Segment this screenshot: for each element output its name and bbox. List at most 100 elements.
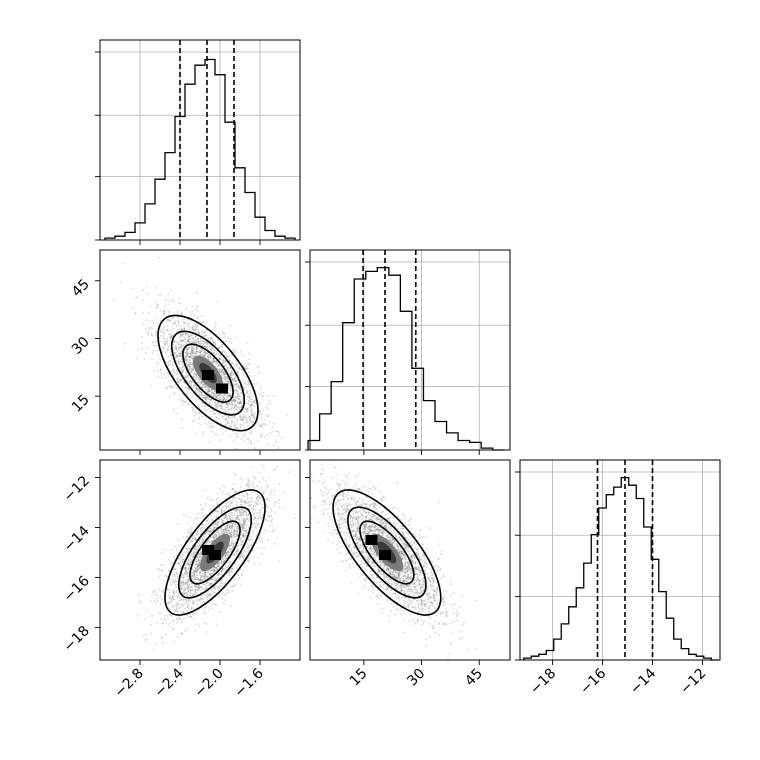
scatter-point xyxy=(227,393,230,395)
scatter-point xyxy=(229,395,232,397)
scatter-point xyxy=(178,352,181,355)
scatter-point xyxy=(189,532,191,535)
scatter-point xyxy=(228,571,230,574)
scatter-point xyxy=(230,403,232,406)
scatter-point xyxy=(233,512,236,514)
scatter-point xyxy=(224,411,227,414)
scatter-point xyxy=(171,575,174,578)
scatter-point xyxy=(200,503,202,506)
scatter-point xyxy=(224,554,227,556)
scatter-point xyxy=(188,579,190,581)
scatter-point xyxy=(194,325,196,328)
scatter-point xyxy=(167,319,170,321)
scatter-point xyxy=(188,355,191,358)
scatter-point xyxy=(191,333,194,336)
scatter-point xyxy=(194,588,197,591)
scatter-point xyxy=(227,406,230,408)
scatter-point xyxy=(202,355,205,358)
scatter-point xyxy=(187,561,190,564)
scatter-point xyxy=(172,598,175,600)
scatter-point xyxy=(233,398,236,401)
scatter-point xyxy=(241,526,243,529)
scatter-point xyxy=(225,417,228,420)
scatter-point xyxy=(182,335,184,338)
scatter-point xyxy=(248,538,251,541)
scatter-point xyxy=(227,422,230,425)
scatter-point xyxy=(228,571,230,573)
scatter-point xyxy=(181,360,184,363)
scatter-point xyxy=(199,598,202,600)
scatter-point xyxy=(216,524,219,526)
scatter-point xyxy=(173,351,176,354)
scatter-point xyxy=(220,375,223,377)
scatter-point xyxy=(193,375,196,378)
scatter-point xyxy=(230,502,232,504)
scatter-point xyxy=(198,351,200,354)
scatter-point xyxy=(194,414,197,417)
scatter-point xyxy=(240,544,242,546)
scatter-point xyxy=(231,516,234,519)
scatter-point xyxy=(222,408,224,410)
scatter-point xyxy=(196,310,198,312)
scatter-point xyxy=(191,349,194,352)
scatter-point xyxy=(223,394,225,397)
scatter-point xyxy=(173,346,176,349)
scatter-point xyxy=(220,369,223,372)
scatter-point xyxy=(189,561,192,563)
scatter-point xyxy=(189,355,192,357)
scatter-point xyxy=(202,329,204,332)
scatter-point xyxy=(214,402,217,405)
scatter-point xyxy=(207,390,210,393)
scatter-point xyxy=(185,375,187,378)
scatter-point xyxy=(225,529,228,532)
scatter-point xyxy=(246,547,248,549)
scatter-point xyxy=(208,533,211,535)
scatter-point xyxy=(240,507,243,510)
scatter-point xyxy=(197,564,200,566)
scatter-point xyxy=(230,401,233,403)
scatter-point xyxy=(205,395,207,397)
scatter-point xyxy=(184,589,187,591)
scatter-point xyxy=(204,398,207,401)
scatter-point xyxy=(228,570,231,573)
scatter-point xyxy=(206,581,209,584)
scatter-point xyxy=(230,376,233,379)
scatter-point xyxy=(142,288,145,291)
scatter-point xyxy=(188,563,191,566)
scatter-point xyxy=(196,545,199,548)
scatter-point xyxy=(169,351,172,353)
scatter-point xyxy=(181,370,184,373)
scatter-point xyxy=(217,394,220,397)
scatter-point xyxy=(195,326,198,329)
scatter-point xyxy=(208,582,211,584)
scatter-point xyxy=(242,416,245,418)
scatter-point xyxy=(215,623,218,626)
scatter-point xyxy=(238,519,241,522)
scatter-point xyxy=(232,535,235,538)
scatter-point xyxy=(172,582,175,584)
scatter-point xyxy=(166,349,169,352)
scatter-point xyxy=(229,425,232,428)
scatter-point xyxy=(189,355,192,358)
scatter-point xyxy=(243,374,246,377)
scatter-point xyxy=(222,360,225,363)
scatter-point xyxy=(193,591,196,594)
scatter-point xyxy=(215,577,218,580)
scatter-point xyxy=(218,370,221,373)
scatter-point xyxy=(225,553,228,555)
scatter-point xyxy=(196,586,199,589)
scatter-point xyxy=(260,464,263,466)
scatter-point xyxy=(223,332,225,335)
scatter-point xyxy=(187,386,190,389)
scatter-point xyxy=(171,596,174,599)
scatter-point xyxy=(210,348,213,351)
scatter-point xyxy=(235,406,238,409)
scatter-point xyxy=(151,334,154,337)
scatter-point xyxy=(200,586,203,589)
scatter-point xyxy=(223,561,225,563)
scatter-point xyxy=(183,582,186,585)
scatter-point xyxy=(160,597,163,600)
scatter-point xyxy=(220,368,223,371)
scatter-point xyxy=(225,513,227,516)
scatter-point xyxy=(193,339,196,342)
